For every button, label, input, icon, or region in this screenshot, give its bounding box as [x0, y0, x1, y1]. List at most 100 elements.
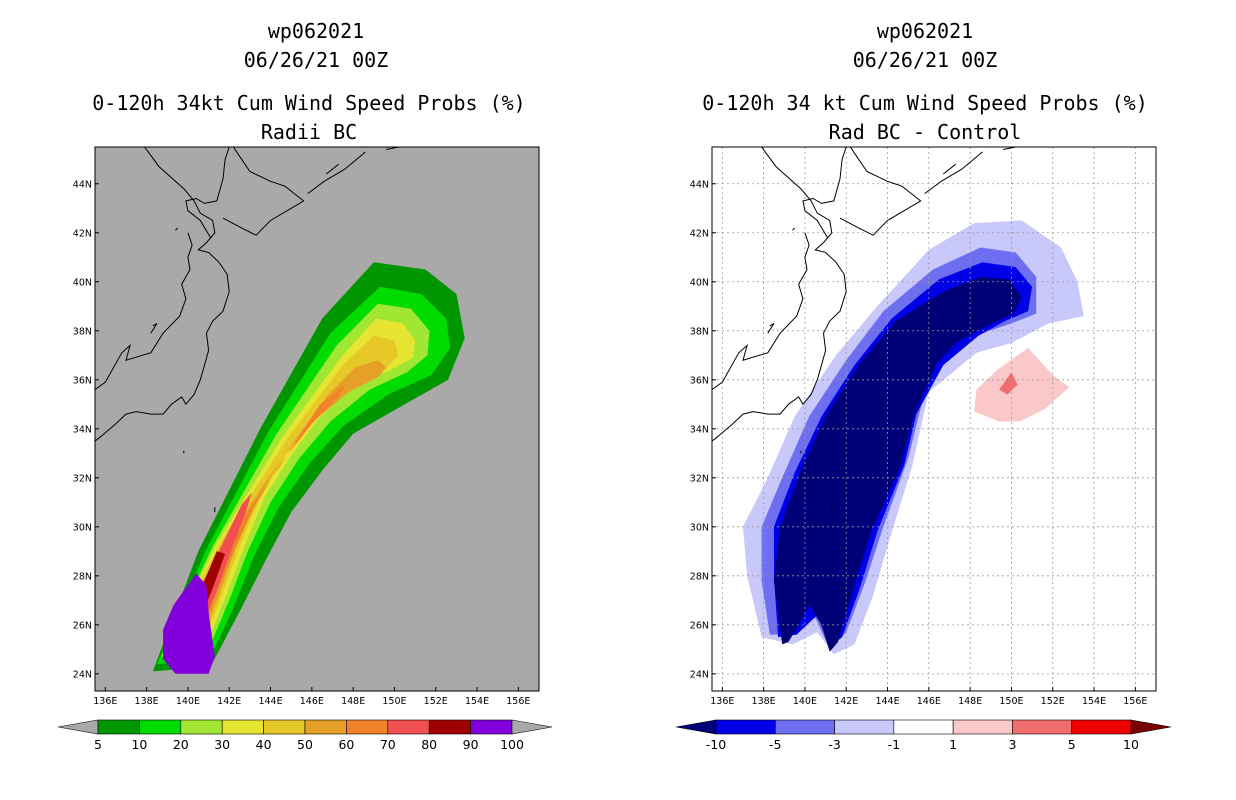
y-tick-label: 26N — [690, 620, 709, 631]
y-tick-label: 40N — [73, 277, 92, 288]
y-tick-label: 36N — [73, 375, 92, 386]
coastline — [95, 147, 399, 513]
x-tick-label: 142E — [834, 696, 858, 707]
colorbar-box — [470, 719, 513, 735]
y-tick-label: 44N — [73, 179, 92, 190]
coastline-segment — [712, 232, 810, 391]
colorbar: -10 -5 -3 -1 1 3 5 10 — [675, 719, 1172, 752]
x-tick-label: 150E — [999, 696, 1023, 707]
colorbar-box — [774, 719, 835, 735]
colorbar-box — [834, 719, 895, 735]
y-tick-label: 38N — [690, 326, 709, 337]
y-tick-label: 24N — [690, 669, 709, 680]
x-axis-ticks: 136E 138E 140E 142E 144E 146E 148E 150E 152E 154E… — [710, 687, 1147, 707]
contour-level-90 — [163, 573, 215, 674]
y-tick-label: 32N — [73, 473, 92, 484]
coastline-segment — [185, 147, 230, 238]
x-tick-label: 140E — [176, 696, 200, 707]
colorbar-label: 30 — [214, 737, 230, 752]
colorbar-box — [428, 719, 471, 735]
colorbar-box — [263, 719, 306, 735]
x-tick-label: 156E — [1123, 696, 1147, 707]
colorbar-box — [952, 719, 1013, 735]
y-tick-label: 34N — [73, 424, 92, 435]
colorbar-label: 90 — [463, 737, 479, 752]
y-tick-label: 30N — [73, 522, 92, 533]
colorbar-label: 50 — [297, 737, 313, 752]
y-axis-ticks: 24N 26N 28N 30N 32N 34N 36N 38N 40N 42N 44N — [73, 179, 99, 680]
panel-radii-bc: wp062021 06/26/21 00Z 0-120h 34kt Cum Wi… — [57, 19, 553, 752]
colorbar-high-end — [511, 719, 553, 735]
colorbar-label: -3 — [828, 737, 840, 752]
x-tick-label: 148E — [958, 696, 982, 707]
coastline-segment — [150, 322, 158, 334]
x-tick-label: 146E — [300, 696, 324, 707]
y-tick-label: 28N — [690, 571, 709, 582]
coastline-segment — [942, 163, 957, 175]
x-tick-label: 136E — [93, 696, 117, 707]
x-tick-label: 140E — [793, 696, 817, 707]
title-line-2: 06/26/21 00Z — [853, 48, 998, 72]
colorbar-high-end — [1130, 719, 1172, 735]
contour-level--10 — [774, 276, 1022, 652]
contour-level-3 — [999, 372, 1018, 395]
title-line-3: 0-120h 34kt Cum Wind Speed Probs (%) — [92, 91, 525, 115]
colorbar-label: 1 — [949, 737, 957, 752]
colorbar-box — [139, 719, 182, 735]
grid-lines — [712, 147, 1156, 691]
coastline — [712, 147, 1016, 513]
colorbar-box — [1071, 719, 1132, 735]
map-frame — [711, 146, 1157, 692]
contour-level-1 — [974, 347, 1070, 422]
colorbar-label: 60 — [338, 737, 354, 752]
x-tick-label: 154E — [465, 696, 489, 707]
y-tick-label: 32N — [690, 473, 709, 484]
y-tick-label: 24N — [73, 669, 92, 680]
y-tick-label: 36N — [690, 375, 709, 386]
coastline-segment — [802, 147, 847, 238]
colorbar-box — [387, 719, 430, 735]
title-line-2: 06/26/21 00Z — [244, 48, 389, 72]
colorbar-box — [180, 719, 223, 735]
x-tick-label: 152E — [1041, 696, 1065, 707]
y-tick-label: 34N — [690, 424, 709, 435]
x-tick-label: 150E — [382, 696, 406, 707]
colorbar-box — [715, 719, 776, 735]
coastline-segment — [95, 232, 193, 391]
colorbar-box — [221, 719, 264, 735]
x-axis-ticks: 136E 138E 140E 142E 144E 146E 148E 150E 152E 154E… — [93, 687, 530, 707]
colorbar-label: 80 — [421, 737, 437, 752]
coastline-segment — [767, 322, 775, 334]
colorbar-label: 40 — [256, 737, 272, 752]
coastline-segment — [839, 147, 922, 236]
x-tick-label: 146E — [917, 696, 941, 707]
map-frame — [94, 146, 540, 692]
y-tick-label: 42N — [690, 228, 709, 239]
colorbar-low-end — [57, 719, 99, 735]
title-line-1: wp062021 — [268, 19, 364, 43]
x-tick-label: 148E — [341, 696, 365, 707]
colorbar-label: 20 — [173, 737, 189, 752]
x-tick-label: 156E — [506, 696, 530, 707]
colorbar-label: 70 — [380, 737, 396, 752]
coastline-segment — [175, 227, 178, 231]
y-tick-label: 44N — [690, 179, 709, 190]
colorbar-label: 10 — [131, 737, 147, 752]
y-tick-label: 30N — [690, 522, 709, 533]
coastline-segment — [95, 147, 230, 442]
title-line-4: Radii BC — [261, 120, 357, 144]
coastline-segment — [325, 163, 340, 175]
colorbar-label: -10 — [706, 737, 726, 752]
y-axis-ticks: 24N 26N 28N 30N 32N 34N 36N 38N 40N 42N 44N — [690, 179, 716, 680]
coastline-segment — [712, 147, 847, 442]
colorbar-box — [97, 719, 140, 735]
coastline-segment — [307, 151, 366, 195]
colorbar-low-end — [675, 719, 717, 735]
x-tick-label: 138E — [135, 696, 159, 707]
colorbar-box — [893, 719, 954, 735]
x-tick-label: 138E — [752, 696, 776, 707]
colorbar-label: -1 — [888, 737, 900, 752]
coastline-segment — [222, 147, 305, 236]
difference-contours — [743, 220, 1084, 655]
title-line-1: wp062021 — [877, 19, 973, 43]
